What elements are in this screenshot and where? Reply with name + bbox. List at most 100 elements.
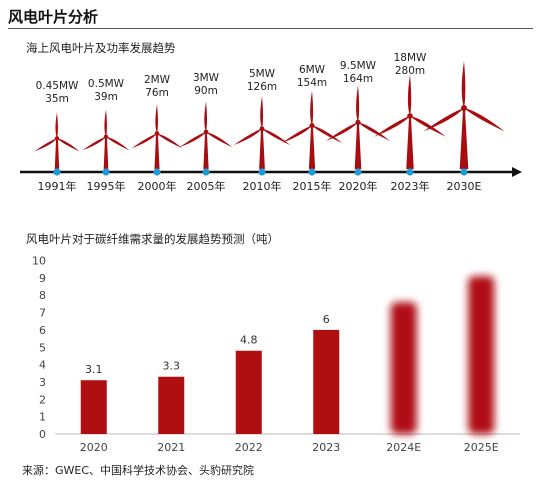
turbine-blade — [260, 96, 264, 129]
timeline-year-label: 2000年 — [138, 179, 177, 193]
turbine-hub — [54, 136, 60, 141]
turbine-hub — [259, 126, 265, 132]
turbine-2 — [131, 104, 183, 169]
timeline-dot — [406, 168, 414, 176]
turbine-tower — [259, 128, 265, 169]
turbine-4 — [233, 96, 291, 169]
x-tick-label: 2022 — [235, 441, 263, 454]
y-tick-label: 10 — [32, 255, 46, 268]
y-tick-label: 7 — [39, 307, 46, 320]
timeline-year-label: 2005年 — [187, 179, 226, 193]
turbine-hub — [154, 131, 160, 136]
turbine-tower — [203, 132, 209, 169]
turbine-blade — [310, 90, 314, 126]
turbine-hub — [407, 113, 413, 119]
turbine-1 — [82, 109, 130, 169]
turbine-blade — [82, 136, 106, 151]
turbine-power-label: 0.45MW — [36, 80, 79, 92]
y-tick-label: 2 — [39, 393, 46, 406]
bar-2022 — [235, 350, 262, 434]
turbine-blade — [358, 122, 391, 141]
demand-bar-chart: 0 1 2 3 4 5 6 7 8 9 10 3.1 2020 3.3 2021 4.8 2022 6 2023 20… — [32, 255, 520, 454]
turbine-power-label: 18MW — [394, 52, 427, 64]
turbine-tower — [406, 116, 414, 169]
bar-2021 — [158, 376, 185, 434]
turbine-blade — [155, 104, 158, 134]
turbine-tower — [54, 138, 60, 169]
bar-2020 — [80, 380, 107, 434]
timeline-dot — [53, 168, 61, 176]
turbine-blade — [374, 116, 410, 137]
x-tick-label: 2021 — [157, 441, 185, 454]
y-tick-label: 5 — [39, 341, 46, 354]
y-tick-label: 9 — [39, 272, 46, 285]
evolution-title: 海上风电叶片及功率发展趋势 — [26, 41, 176, 55]
turbine-power-label: 0.5MW — [88, 78, 125, 90]
x-tick-label: 2024E — [386, 441, 421, 454]
turbine-blade — [131, 133, 157, 149]
turbine-blade — [57, 138, 80, 152]
timeline-dot — [258, 168, 266, 176]
timeline-dot — [354, 168, 362, 176]
turbine-blade — [356, 85, 360, 123]
turbine-power-label: 9.5MW — [340, 60, 377, 72]
timeline-year-label: 2020年 — [339, 179, 378, 193]
turbine-8 — [423, 61, 505, 169]
timeline-year-label: 1995年 — [87, 179, 126, 193]
turbine-hub — [103, 134, 109, 140]
turbine-hub — [355, 119, 361, 126]
turbine-blade — [206, 132, 233, 148]
turbine-0 — [34, 112, 80, 169]
turbine-blade — [407, 74, 412, 116]
y-tick-label: 3 — [39, 376, 46, 389]
turbine-diameter-label: 164m — [343, 73, 373, 85]
bar-2025E — [468, 276, 495, 434]
title-divider — [8, 28, 533, 29]
y-tick-label: 8 — [39, 289, 46, 302]
turbine-hub — [203, 129, 209, 135]
turbine-6 — [325, 85, 391, 169]
turbine-blade — [157, 133, 183, 149]
turbine-7 — [374, 74, 446, 169]
turbine-diameter-label: 126m — [247, 81, 277, 93]
timeline-year-label: 2015年 — [293, 179, 332, 193]
turbine-blade — [55, 112, 58, 139]
turbine-blade — [410, 116, 446, 137]
timeline-dot — [308, 168, 316, 176]
demand-chart-title: 风电叶片对于碳纤维需求量的发展趋势预测（吨） — [26, 232, 279, 246]
timeline-dot — [102, 168, 110, 176]
turbine-tower — [354, 122, 362, 169]
turbine-5 — [281, 90, 343, 169]
turbine-power-label: 2MW — [144, 74, 171, 86]
turbine-diameter-label: 35m — [45, 93, 69, 105]
turbine-blade — [423, 108, 464, 132]
timeline-dot — [202, 168, 210, 176]
turbine-tower — [459, 108, 469, 169]
data-label-2020: 3.1 — [85, 363, 103, 376]
turbine-blade — [325, 122, 358, 141]
timeline-arrowhead — [512, 167, 522, 177]
turbine-blade — [233, 128, 262, 146]
y-tick-label: 0 — [39, 428, 46, 441]
timeline-year-label: 2010年 — [243, 179, 282, 193]
turbine-blade — [106, 136, 130, 151]
turbine-power-label: 3MW — [193, 72, 220, 84]
bar-2023 — [313, 329, 340, 434]
turbine-diameter-label: 39m — [94, 91, 118, 103]
bar-2024E — [390, 302, 417, 434]
turbine-power-label: 5MW — [249, 68, 276, 80]
turbine-blade — [461, 61, 466, 108]
turbine-blade — [104, 109, 107, 137]
data-label-2021: 3.3 — [163, 360, 181, 373]
turbine-3 — [179, 101, 233, 169]
turbine-blade — [262, 128, 291, 146]
turbine-tower — [154, 133, 160, 169]
source-note: 来源：GWEC、中国科学技术协会、头豹研究院 — [22, 464, 255, 477]
turbine-diameter-label: 90m — [194, 85, 218, 97]
turbine-blade — [34, 138, 57, 152]
turbine-hub — [309, 123, 315, 129]
turbine-blade — [281, 125, 312, 144]
turbine-blade — [204, 101, 208, 132]
turbine-blade — [464, 108, 505, 132]
turbine-blade — [312, 125, 343, 144]
